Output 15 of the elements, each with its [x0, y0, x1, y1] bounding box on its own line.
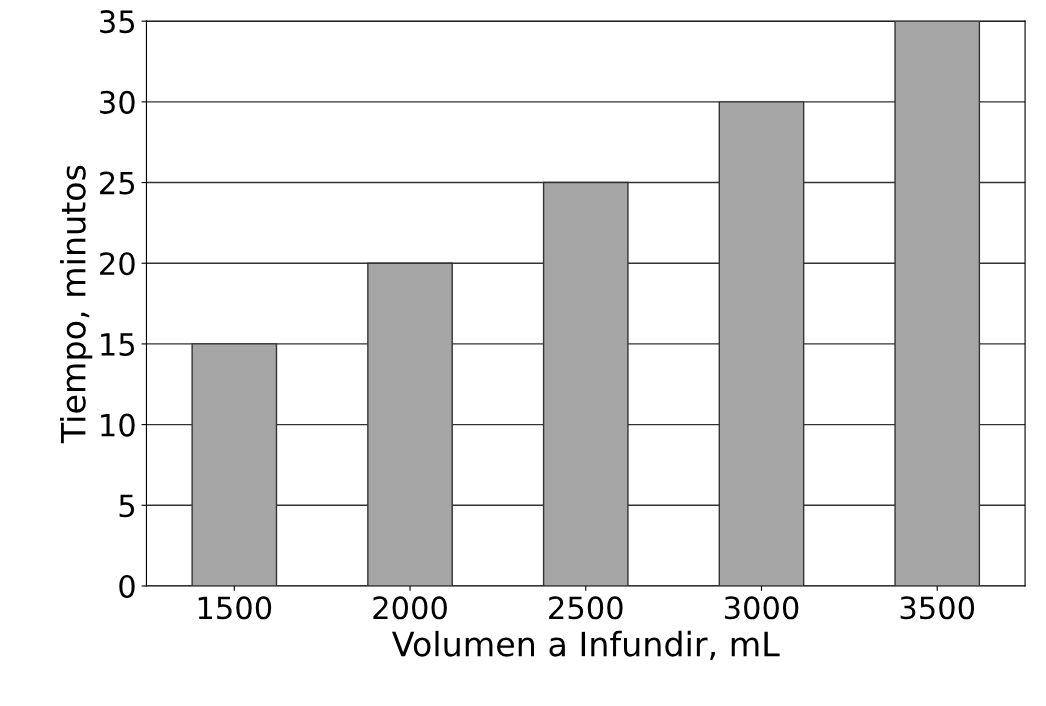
y-tick-label: 10	[101, 413, 135, 437]
y-axis-title: Tiempo, minutos	[60, 165, 93, 444]
y-tick-label: 0	[119, 574, 135, 599]
x-axis-title: Volumen a Infundir, mL	[392, 630, 780, 661]
y-tick-label: 20	[100, 252, 135, 276]
x-tick-label: 3000	[724, 596, 799, 620]
x-tick-label: 2000	[373, 596, 447, 620]
y-tick-label: 25	[100, 171, 135, 195]
x-tick-label: 2500	[549, 596, 623, 620]
x-tick-label: 3500	[900, 596, 975, 620]
y-tick-label: 30	[100, 90, 135, 114]
y-tick-label: 5	[119, 494, 135, 518]
y-tick-label: 35	[100, 10, 135, 34]
x-tick-label: 1500	[198, 596, 272, 620]
y-tick-label: 15	[101, 333, 135, 356]
